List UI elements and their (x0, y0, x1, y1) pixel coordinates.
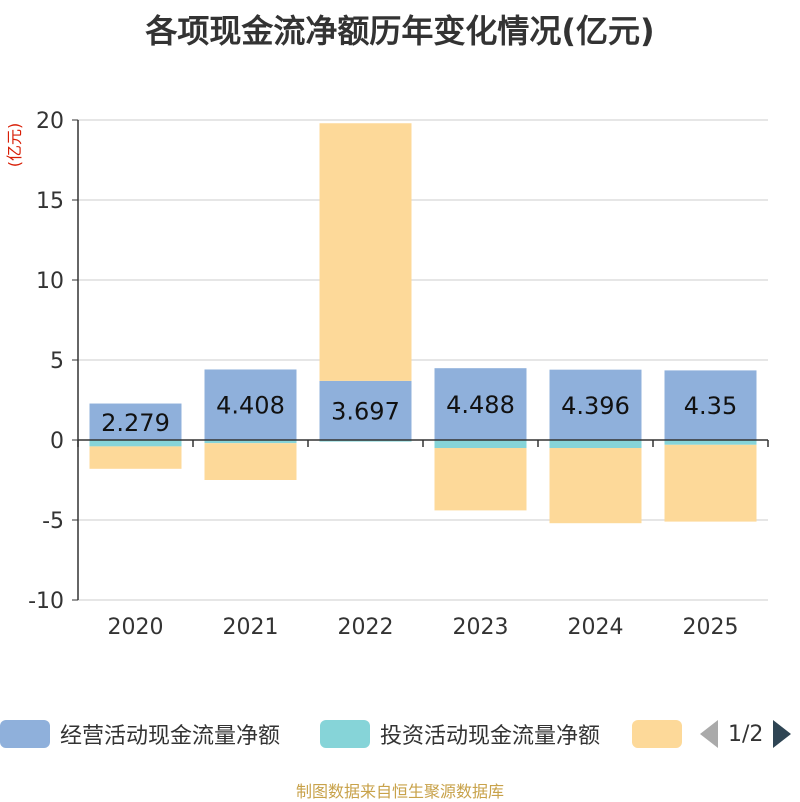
data-labels-layer: 2.279 4.408 3.697 4.488 4.396 4.35 (101, 391, 737, 437)
bar-2025-series-0 (664, 370, 757, 440)
data-label: 2.279 (101, 409, 170, 437)
bar-2024-series-2 (549, 448, 642, 524)
pager-next-icon[interactable] (773, 720, 792, 748)
y-tick-label: 0 (50, 429, 64, 454)
bar-2022-series-2 (319, 123, 412, 381)
bar-2020-series-0 (89, 403, 182, 440)
y-tick-label: -5 (42, 509, 64, 534)
legend-swatch-operating (0, 720, 50, 748)
bar-2023-series-0 (434, 368, 527, 440)
bar-2024-series-1 (549, 440, 642, 448)
source-note: 制图数据来自恒生聚源数据库 (295, 782, 504, 801)
bar-2022-series-1 (319, 440, 412, 442)
legend-label-investing: 投资活动现金流量净额 (380, 724, 601, 749)
y-tick-label: 10 (36, 269, 64, 294)
bars-layer (89, 123, 757, 524)
data-label: 3.697 (331, 397, 400, 425)
bar-2023-series-2 (434, 448, 527, 511)
bar-2023-series-1 (434, 440, 527, 448)
y-tick-label: 15 (36, 189, 64, 214)
data-label: 4.488 (446, 391, 515, 419)
bar-2022-series-0 (319, 380, 412, 440)
pager-text: 1/2 (728, 721, 764, 747)
y-tick-label: 5 (50, 349, 64, 374)
data-label: 4.408 (216, 392, 285, 420)
legend-item-investing[interactable]: 投资活动现金流量净额 (320, 716, 600, 752)
x-tick-label: 2025 (683, 615, 739, 640)
legend: 经营活动现金流量净额 投资活动现金流量净额 (0, 716, 800, 752)
bar-2024-series-0 (549, 369, 642, 440)
data-label: 4.35 (684, 392, 737, 420)
legend-item-operating[interactable]: 经营活动现金流量净额 (0, 716, 280, 752)
y-axis-unit: (亿元) (5, 123, 24, 168)
x-tick-label: 2023 (453, 615, 509, 640)
chart-title: 各项现金流净额历年变化情况(亿元) (145, 12, 655, 50)
data-label: 4.396 (561, 392, 630, 420)
y-tick-label: 20 (36, 109, 64, 134)
bar-2020-series-1 (89, 440, 182, 447)
bar-2020-series-2 (89, 446, 182, 469)
bar-2021-series-0 (204, 369, 297, 440)
legend-swatch-financing (632, 720, 682, 748)
x-tick-label: 2020 (108, 615, 164, 640)
pager-prev-icon[interactable] (700, 720, 718, 748)
x-tick-label: 2021 (223, 615, 279, 640)
legend-label-operating: 经营活动现金流量净额 (60, 724, 281, 749)
x-tick-label: 2022 (338, 615, 394, 640)
x-tick-label: 2024 (568, 615, 624, 640)
bar-2025-series-1 (664, 440, 757, 445)
y-tick-label: -10 (28, 589, 64, 614)
legend-swatch-investing (320, 720, 370, 748)
legend-pager: 1/2 (700, 716, 792, 752)
bar-2021-series-1 (204, 440, 297, 444)
bar-2025-series-2 (664, 444, 757, 522)
legend-item-financing[interactable] (632, 716, 692, 752)
grid-layer (78, 119, 768, 601)
bar-2021-series-2 (204, 443, 297, 480)
